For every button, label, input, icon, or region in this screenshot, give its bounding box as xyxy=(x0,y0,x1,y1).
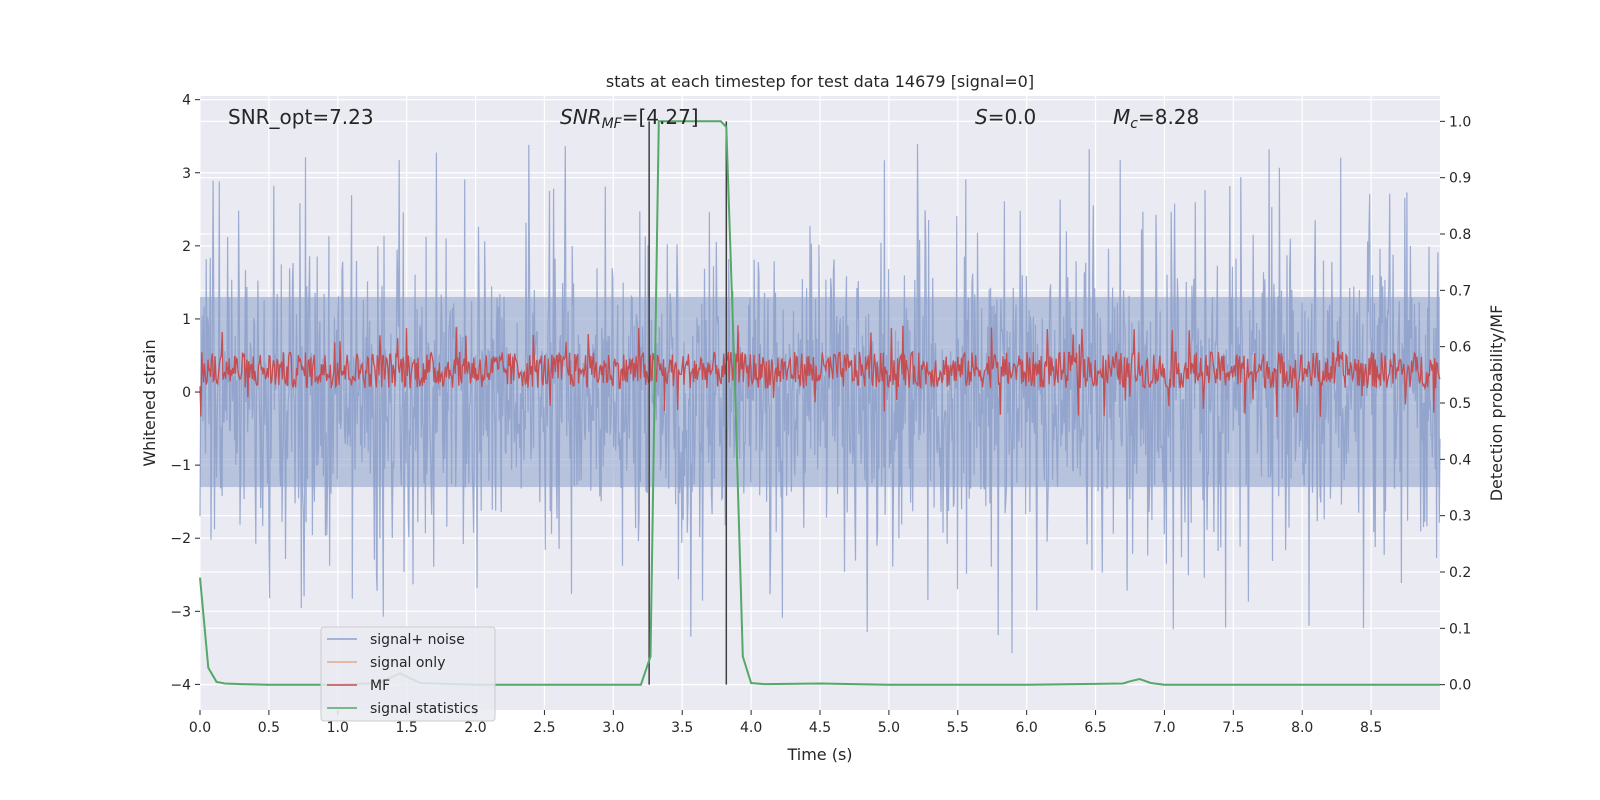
legend-label-mf: MF xyxy=(370,678,390,694)
annotation-s-value: =0.0 xyxy=(988,105,1037,129)
x-tick-label: 7.0 xyxy=(1153,720,1175,736)
legend-label-signal-statistics: signal statistics xyxy=(370,701,478,717)
annotation-snr-mf-sub: MF xyxy=(602,116,623,132)
vertical-markers xyxy=(648,121,728,685)
y-right-tick-label: 0.4 xyxy=(1449,452,1471,468)
y-axis-left-label: Whitened strain xyxy=(140,339,159,466)
y-axis-right-label: Detection probability/MF xyxy=(1487,305,1506,502)
x-tick-label: 4.0 xyxy=(740,720,762,736)
x-tick-label: 0.5 xyxy=(258,720,280,736)
legend: signal+ noise signal only MF signal stat… xyxy=(320,626,496,722)
y-right-tick-label: 0.3 xyxy=(1449,509,1471,525)
y-right-tick-label: 0.1 xyxy=(1449,621,1471,637)
annotation-s: S=0.0 xyxy=(975,105,1036,129)
y-right-tick-label: 0.8 xyxy=(1449,227,1471,243)
y-left-tick-label: −2 xyxy=(170,531,191,547)
y-right-tick-label: 0.7 xyxy=(1449,283,1471,299)
x-tick-label: 1.0 xyxy=(327,720,349,736)
x-axis-label: Time (s) xyxy=(786,745,852,764)
x-tick-label: 6.0 xyxy=(1016,720,1038,736)
annotation-snr-mf: SNRMF=[4.27] xyxy=(560,105,699,132)
x-tick-label: 8.0 xyxy=(1291,720,1313,736)
y-left-tick-label: 1 xyxy=(182,312,191,328)
y-right-tick-label: 1.0 xyxy=(1449,114,1471,130)
annotation-snr-opt: SNR_opt=7.23 xyxy=(228,105,374,129)
annotation-mc: Mc=8.28 xyxy=(1113,105,1199,132)
x-tick-label: 1.5 xyxy=(396,720,418,736)
x-tick-label: 5.5 xyxy=(947,720,969,736)
x-tick-label: 4.5 xyxy=(809,720,831,736)
annotation-mc-value: =8.28 xyxy=(1138,105,1199,129)
legend-label-signal-noise: signal+ noise xyxy=(370,632,465,648)
signal-noise-band xyxy=(200,297,1440,488)
y-left-tick-label: 0 xyxy=(182,385,191,401)
y-axis-left: 4 3 2 1 0 −1 −2 −3 −4 xyxy=(170,93,200,693)
y-left-tick-label: 2 xyxy=(182,239,191,255)
x-tick-label: 5.0 xyxy=(878,720,900,736)
x-axis: 0.0 0.5 1.0 1.5 2.0 2.5 3.0 3.5 4.0 4.5 5.0 5.5 6.0 6… xyxy=(189,710,1382,736)
legend-box xyxy=(320,626,496,722)
y-left-tick-label: −3 xyxy=(170,604,191,620)
annotation-mc-sub: c xyxy=(1130,116,1138,132)
legend-label-signal-only: signal only xyxy=(370,655,445,671)
y-left-tick-label: −1 xyxy=(170,458,191,474)
x-tick-label: 3.5 xyxy=(671,720,693,736)
y-left-tick-label: 4 xyxy=(182,93,191,109)
y-axis-right: 1.0 0.9 0.8 0.7 0.6 0.5 0.4 0.3 0.2 0.1 0.0 xyxy=(1440,114,1471,694)
y-right-tick-label: 0.9 xyxy=(1449,171,1471,187)
x-tick-label: 0.0 xyxy=(189,720,211,736)
y-left-tick-label: 3 xyxy=(182,166,191,182)
annotation-mc-main: M xyxy=(1113,105,1130,129)
mf-line xyxy=(199,325,1441,418)
mf-series xyxy=(199,325,1441,418)
x-tick-label: 2.5 xyxy=(533,720,555,736)
y-right-tick-label: 0.5 xyxy=(1449,396,1471,412)
x-tick-label: 2.0 xyxy=(464,720,486,736)
annotation-s-main: S xyxy=(975,105,988,129)
annotation-snr-mf-value: =[4.27] xyxy=(622,105,699,129)
chart-title: stats at each timestep for test data 146… xyxy=(606,72,1034,91)
y-right-tick-label: 0.0 xyxy=(1449,678,1471,694)
y-left-tick-label: −4 xyxy=(170,677,191,693)
y-right-tick-label: 0.6 xyxy=(1449,340,1471,356)
x-tick-label: 3.0 xyxy=(602,720,624,736)
y-right-tick-label: 0.2 xyxy=(1449,565,1471,581)
x-tick-label: 8.5 xyxy=(1360,720,1382,736)
x-tick-label: 6.5 xyxy=(1084,720,1106,736)
annotation-snr-mf-main: SNR xyxy=(560,105,602,129)
x-tick-label: 7.5 xyxy=(1222,720,1244,736)
